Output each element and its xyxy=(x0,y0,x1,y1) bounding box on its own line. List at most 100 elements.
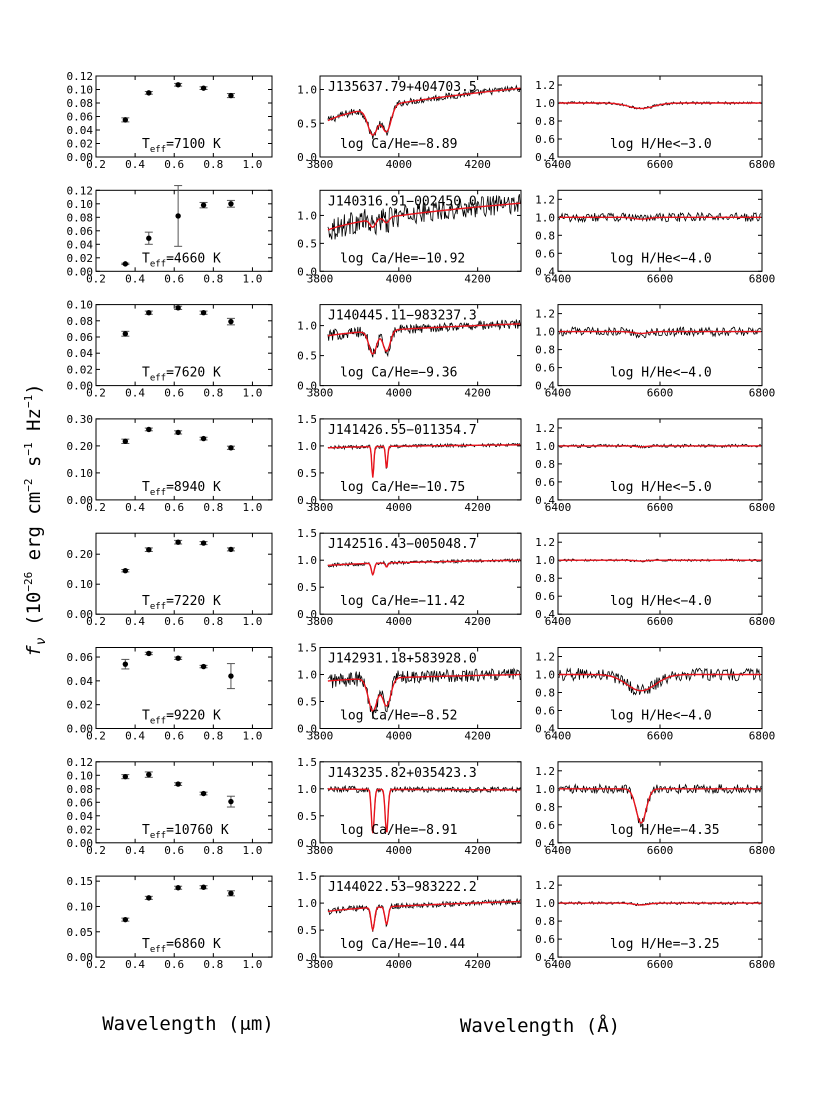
photometry-frame xyxy=(95,418,273,501)
cahk-xtick-label: 3800 xyxy=(307,387,334,400)
cahk-ytick-label: 0.0 xyxy=(297,151,317,164)
halpha-xtick-label: 6600 xyxy=(647,501,674,514)
halpha-xtick-label: 6400 xyxy=(545,844,572,857)
photometry-xtick-label: 1.0 xyxy=(243,730,263,743)
photometry-ytick-label: 0.02 xyxy=(67,823,94,836)
photometry-point xyxy=(228,201,234,207)
photometry-ytick-label: 0.06 xyxy=(67,225,94,238)
teff-label-T: T xyxy=(142,480,150,495)
h-abundance-label: log H/He=−4.35 xyxy=(610,823,720,838)
halpha-xtick-label: 6600 xyxy=(647,958,674,971)
photometry-panel: 0.2 0.4 0.6 0.8 1.0 0.00 0.02 0.04 0.06 Teff=9220… xyxy=(67,647,273,743)
h-abundance-label: log H/He<−5.0 xyxy=(610,480,712,495)
photometry-ytick-label: 0.30 xyxy=(67,413,94,426)
photometry-xtick-label: 1.0 xyxy=(243,844,263,857)
halpha-xtick-label: 6800 xyxy=(749,730,776,743)
photometry-ytick-label: 0.04 xyxy=(67,347,94,360)
y-axis-label-nu: ν xyxy=(34,637,49,645)
teff-label-value: =7220 K xyxy=(166,594,221,609)
halpha-ytick-label: 1.0 xyxy=(535,440,555,453)
halpha-observed-spectrum xyxy=(558,667,762,696)
halpha-panel: 6400 6600 6800 0.4 0.6 0.8 1.0 1.2 log H/He<−5.0 xyxy=(535,418,776,514)
photometry-ytick-label: 0.08 xyxy=(67,315,94,328)
photometry-xtick-label: 0.2 xyxy=(86,730,106,743)
photometry-point xyxy=(200,663,207,670)
cahk-ytick-label: 1.5 xyxy=(297,870,317,883)
photometry-panel: 0.2 0.4 0.6 0.8 1.0 0.000.020.040.060.080.100… xyxy=(67,184,273,285)
cahk-xtick-label: 3800 xyxy=(307,501,334,514)
object-name: J142516.43−005048.7 xyxy=(328,537,477,552)
object-name: J140316.91−002450.0 xyxy=(328,194,477,209)
photometry-point xyxy=(175,213,181,219)
halpha-ytick-label: 0.8 xyxy=(535,115,555,128)
cahk-model-spectrum xyxy=(327,900,521,932)
cahk-observed-spectrum xyxy=(327,442,521,477)
photometry-ytick-label: 0.00 xyxy=(67,265,94,278)
photometry-ytick-label: 0.10 xyxy=(67,769,94,782)
halpha-ytick-label: 0.8 xyxy=(535,458,555,471)
teff-label-value: =7100 K xyxy=(166,137,221,152)
teff-label-sub: eff xyxy=(150,488,166,498)
teff-label-T: T xyxy=(142,937,150,952)
cahk-ytick-label: 0.5 xyxy=(297,117,317,130)
photometry-ytick-label: 0.08 xyxy=(67,97,94,110)
cahk-xtick-label: 4200 xyxy=(464,844,491,857)
cahk-ytick-label: 1.5 xyxy=(297,527,317,540)
photometry-point xyxy=(146,895,152,901)
photometry-frame xyxy=(95,875,273,958)
ca-abundance-label: log Ca/He=−10.75 xyxy=(340,480,465,495)
halpha-ytick-label: 0.8 xyxy=(535,801,555,814)
halpha-ytick-label: 1.0 xyxy=(535,897,555,910)
cahk-xtick-label: 3800 xyxy=(307,272,334,285)
teff-label-value: =9220 K xyxy=(166,709,221,724)
photometry-panel: 0.2 0.4 0.6 0.8 1.0 0.000.020.040.060.080.100… xyxy=(67,756,273,857)
cahk-xtick-label: 4200 xyxy=(464,958,491,971)
cahk-ytick-label: 1.0 xyxy=(297,440,317,453)
photometry-point xyxy=(122,438,129,445)
photometry-xtick-label: 0.6 xyxy=(164,158,184,171)
h-abundance-label: log H/He<−4.0 xyxy=(610,251,712,266)
halpha-ytick-label: 0.4 xyxy=(535,837,555,850)
halpha-ytick-label: 0.6 xyxy=(535,819,555,832)
cahk-xtick-label: 4000 xyxy=(386,387,413,400)
photometry-xtick-label: 0.6 xyxy=(164,615,184,628)
photometry-point xyxy=(228,798,234,805)
teff-label-sub: eff xyxy=(150,259,166,269)
cahk-ytick-label: 0.0 xyxy=(297,951,317,964)
cahk-ytick-label: 1.0 xyxy=(297,554,317,567)
photometry-ytick-label: 0.04 xyxy=(67,675,94,688)
cahk-panel: 3800 4000 4200 0.0 0.5 1.0 1.5 J141426.55−01135… xyxy=(297,413,522,514)
cahk-ytick-label: 1.0 xyxy=(297,84,317,97)
photometry-xtick-label: 0.8 xyxy=(203,958,223,971)
teff-label-sub: eff xyxy=(150,717,166,727)
halpha-xtick-label: 6800 xyxy=(749,844,776,857)
halpha-ytick-label: 1.0 xyxy=(535,783,555,796)
y-axis-label-open: (10 xyxy=(23,592,45,638)
halpha-ytick-label: 0.6 xyxy=(535,476,555,489)
halpha-ytick-label: 1.2 xyxy=(535,536,555,549)
halpha-xtick-label: 6800 xyxy=(749,272,776,285)
cahk-xtick-label: 4000 xyxy=(386,844,413,857)
cahk-model-spectrum xyxy=(327,559,521,577)
halpha-ytick-label: 1.2 xyxy=(535,765,555,778)
halpha-xtick-label: 6400 xyxy=(545,158,572,171)
photometry-ytick-label: 0.04 xyxy=(67,124,94,137)
halpha-xtick-label: 6800 xyxy=(749,501,776,514)
halpha-xtick-label: 6600 xyxy=(647,272,674,285)
photometry-point xyxy=(175,429,181,436)
photometry-point xyxy=(122,916,129,923)
halpha-xtick-label: 6600 xyxy=(647,730,674,743)
photometry-panel: 0.2 0.4 0.6 0.8 1.0 0.00 0.10 0.20 0.30 Teff=8940… xyxy=(67,413,273,514)
photometry-point xyxy=(228,445,234,451)
photometry-point xyxy=(146,650,152,657)
halpha-xtick-label: 6400 xyxy=(545,387,572,400)
halpha-observed-spectrum xyxy=(558,900,762,907)
cahk-frame xyxy=(319,304,522,387)
photometry-point xyxy=(122,568,129,574)
photometry-xtick-label: 0.6 xyxy=(164,844,184,857)
cahk-ytick-label: 1.5 xyxy=(297,413,317,426)
halpha-ytick-label: 0.4 xyxy=(535,380,555,393)
photometry-ytick-label: 0.02 xyxy=(67,252,94,265)
cahk-xtick-label: 4000 xyxy=(386,615,413,628)
photometry-point xyxy=(146,771,152,778)
